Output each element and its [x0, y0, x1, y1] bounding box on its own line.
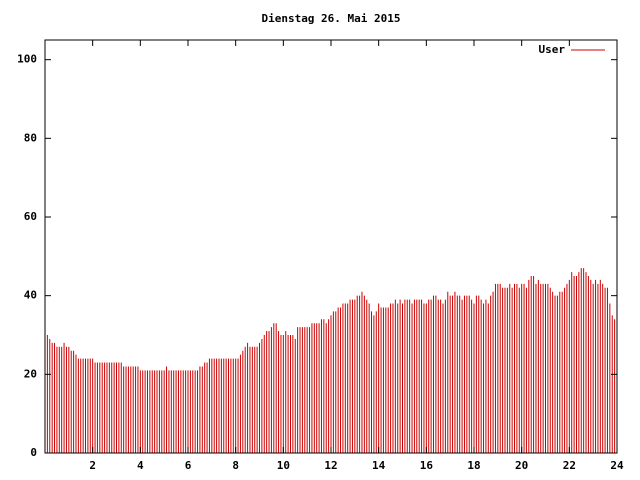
x-tick-label: 20: [515, 459, 528, 472]
y-tick-label: 100: [17, 53, 37, 66]
x-tick-label: 8: [232, 459, 239, 472]
y-tick-label: 20: [24, 367, 37, 380]
plot: [44, 268, 616, 453]
x-tick-label: 10: [277, 459, 290, 472]
y-tick-label: 80: [24, 131, 37, 144]
x-tick-label: 22: [563, 459, 576, 472]
x-tick-label: 24: [610, 459, 624, 472]
x-tick-label: 18: [467, 459, 480, 472]
y-tick-label: 40: [24, 289, 37, 302]
x-tick-label: 6: [185, 459, 192, 472]
chart-title: Dienstag 26. Mai 2015: [261, 12, 400, 25]
x-tick-label: 4: [137, 459, 144, 472]
x-tick-label: 16: [420, 459, 434, 472]
y-tick-label: 60: [24, 210, 37, 223]
y-tick-label: 0: [30, 446, 37, 459]
x-tick-label: 2: [89, 459, 96, 472]
x-tick-label: 14: [372, 459, 386, 472]
x-tick-label: 12: [324, 459, 337, 472]
legend-label: User: [539, 43, 566, 56]
